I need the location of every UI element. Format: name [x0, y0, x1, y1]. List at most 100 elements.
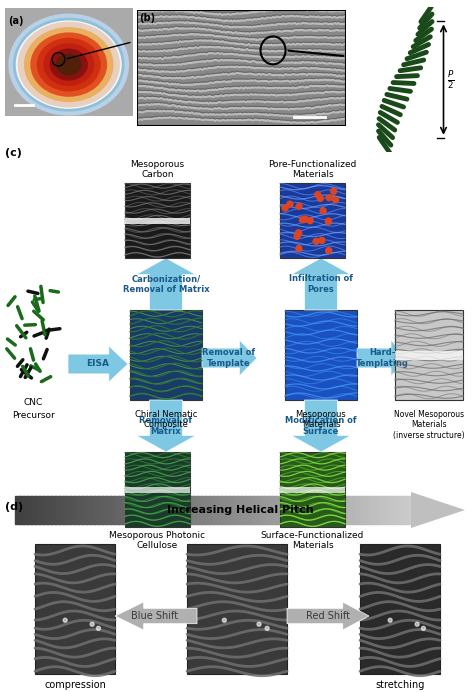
Text: (d): (d) — [5, 502, 23, 512]
Text: stretching: stretching — [375, 680, 425, 690]
Text: compression: compression — [44, 680, 106, 690]
Bar — [375, 496, 380, 524]
Circle shape — [296, 246, 302, 252]
Bar — [43, 496, 48, 524]
Text: Pore-Functionalized
Materials: Pore-Functionalized Materials — [268, 160, 357, 179]
Bar — [71, 496, 75, 524]
Ellipse shape — [49, 48, 88, 81]
Bar — [130, 496, 135, 524]
Text: Surface-Functionalized
Materials: Surface-Functionalized Materials — [261, 531, 364, 550]
Bar — [31, 496, 36, 524]
Text: (b): (b) — [139, 13, 155, 23]
Bar — [379, 496, 384, 524]
Bar — [173, 496, 178, 524]
Bar — [74, 496, 79, 524]
Circle shape — [313, 238, 319, 244]
Bar — [280, 183, 345, 258]
Bar — [256, 496, 262, 524]
Circle shape — [317, 195, 323, 201]
Circle shape — [90, 622, 94, 626]
Bar — [340, 496, 345, 524]
Bar — [237, 496, 242, 524]
Bar — [264, 496, 269, 524]
Bar — [359, 496, 365, 524]
Circle shape — [282, 205, 288, 211]
Bar — [205, 496, 210, 524]
Bar — [138, 496, 143, 524]
Bar — [249, 496, 254, 524]
Bar — [209, 496, 214, 524]
Polygon shape — [68, 346, 128, 382]
Text: Mesoporous
Materials: Mesoporous Materials — [296, 410, 346, 430]
Bar — [241, 496, 246, 524]
Circle shape — [300, 217, 305, 223]
Circle shape — [326, 248, 332, 253]
Bar — [356, 496, 361, 524]
Bar — [114, 496, 119, 524]
Ellipse shape — [30, 33, 107, 97]
Bar — [304, 496, 309, 524]
Circle shape — [333, 197, 338, 203]
Bar — [23, 496, 28, 524]
Bar — [296, 496, 301, 524]
Bar — [162, 496, 166, 524]
Bar — [312, 496, 317, 524]
Bar — [387, 496, 392, 524]
Bar — [372, 496, 376, 524]
Bar — [118, 496, 123, 524]
Bar — [46, 496, 52, 524]
Polygon shape — [291, 258, 351, 310]
Polygon shape — [411, 492, 465, 528]
Bar — [78, 496, 83, 524]
Polygon shape — [357, 340, 407, 376]
Bar — [332, 496, 337, 524]
Bar — [94, 496, 99, 524]
Bar — [86, 496, 91, 524]
Bar — [395, 310, 463, 400]
Bar — [182, 496, 186, 524]
Bar — [125, 218, 190, 224]
Bar — [63, 496, 67, 524]
Text: Mesoporous Photonic
Cellulose: Mesoporous Photonic Cellulose — [109, 531, 206, 550]
Bar — [288, 496, 293, 524]
Bar — [27, 496, 32, 524]
Bar — [347, 496, 353, 524]
Bar — [55, 496, 60, 524]
Ellipse shape — [43, 43, 94, 86]
Bar — [280, 496, 285, 524]
Bar — [225, 496, 230, 524]
Bar — [35, 544, 115, 674]
Ellipse shape — [24, 27, 113, 102]
Bar — [19, 496, 24, 524]
Bar — [187, 544, 287, 674]
Bar — [157, 496, 163, 524]
Text: Infiltration of
Pores: Infiltration of Pores — [289, 274, 353, 293]
Bar — [308, 496, 313, 524]
Bar — [284, 496, 289, 524]
Bar — [276, 496, 282, 524]
Circle shape — [326, 219, 331, 225]
Text: (c): (c) — [5, 148, 22, 158]
Bar — [360, 544, 440, 674]
Circle shape — [307, 217, 313, 224]
Polygon shape — [291, 400, 351, 452]
Bar — [35, 496, 40, 524]
Text: Increasing Helical Pitch: Increasing Helical Pitch — [167, 505, 313, 515]
Bar — [273, 496, 277, 524]
Bar — [245, 496, 250, 524]
Bar — [154, 496, 159, 524]
Bar — [66, 496, 72, 524]
Bar — [165, 496, 171, 524]
Bar — [213, 496, 218, 524]
Bar — [328, 496, 333, 524]
Bar — [229, 496, 234, 524]
Circle shape — [326, 218, 331, 224]
Bar — [125, 452, 190, 527]
Bar — [395, 351, 463, 360]
Bar — [125, 487, 190, 493]
Bar — [130, 310, 202, 400]
Ellipse shape — [36, 38, 101, 91]
Bar — [98, 496, 103, 524]
Bar — [324, 496, 329, 524]
Bar — [403, 496, 408, 524]
